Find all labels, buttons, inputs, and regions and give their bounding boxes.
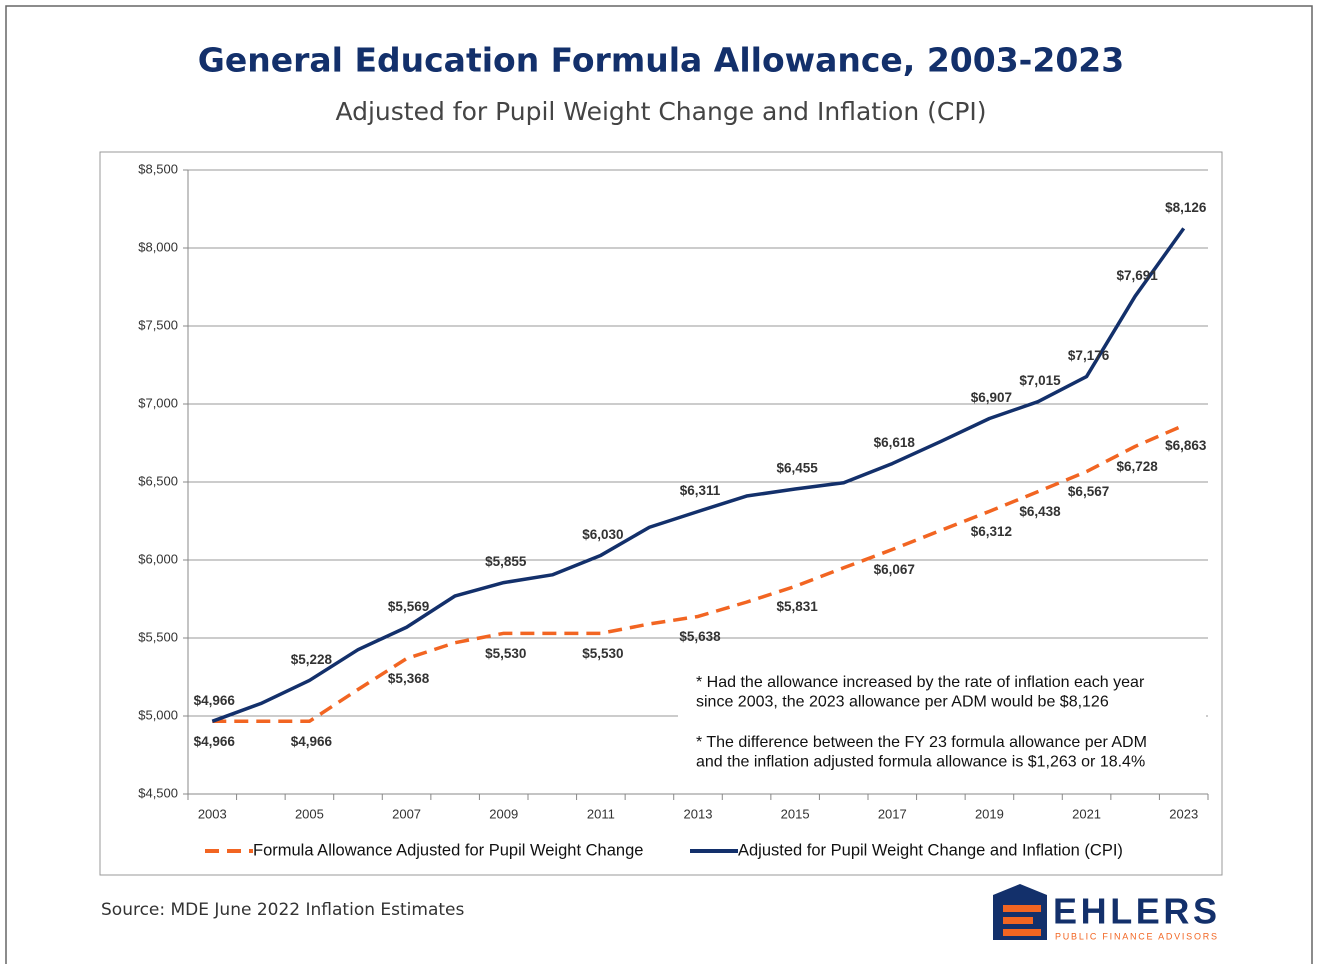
y-tick-label: $4,500 — [138, 785, 178, 800]
y-tick-label: $7,500 — [138, 317, 178, 332]
x-tick-label: 2021 — [1072, 806, 1101, 821]
y-tick-label: $6,500 — [138, 473, 178, 488]
value-label: $6,438 — [1019, 504, 1061, 519]
value-label: $6,728 — [1116, 459, 1158, 474]
legend-label: Formula Allowance Adjusted for Pupil Wei… — [253, 841, 643, 859]
logo-tagline: PUBLIC FINANCE ADVISORS — [1055, 931, 1217, 941]
value-label: $6,863 — [1165, 438, 1207, 453]
y-tick-label: $8,000 — [138, 239, 178, 254]
value-label: $7,015 — [1019, 373, 1061, 388]
annotation: and the inflation adjusted formula allow… — [696, 754, 1145, 771]
x-tick-label: 2003 — [198, 806, 227, 821]
chart-title: General Education Formula Allowance, 200… — [198, 41, 1124, 80]
x-tick-label: 2019 — [975, 806, 1004, 821]
chart-subtitle: Adjusted for Pupil Weight Change and Inf… — [335, 97, 986, 126]
value-label: $6,567 — [1068, 484, 1109, 499]
value-label: $6,618 — [874, 435, 916, 450]
y-tick-label: $5,000 — [138, 707, 178, 722]
series-line — [212, 423, 1185, 724]
value-label: $6,312 — [971, 524, 1012, 539]
annotation-background — [678, 664, 1206, 776]
logo-name: EHLERS — [1053, 891, 1217, 932]
x-tick-label: 2011 — [587, 806, 615, 821]
value-label: $4,966 — [194, 693, 236, 708]
value-label: $5,855 — [485, 554, 527, 569]
logo-bar — [1003, 905, 1041, 912]
logo-bar — [1003, 929, 1041, 936]
x-tick-label: 2015 — [781, 806, 810, 821]
value-label: $5,638 — [679, 629, 721, 644]
x-tick-label: 2013 — [684, 806, 713, 821]
value-label: $8,126 — [1165, 200, 1207, 215]
plot: $4,500 $5,000 $5,500 $6,000 $6,500 $7,000 $7,5… — [138, 161, 1209, 859]
y-tick-label: $5,500 — [138, 629, 178, 644]
logo: EHLERS PUBLIC FINANCE ADVISORS — [993, 884, 1217, 941]
annotation: since 2003, the 2023 allowance per ADM w… — [696, 694, 1109, 711]
series-line — [211, 227, 1186, 723]
x-tick-label: 2005 — [295, 806, 324, 821]
value-label: $5,831 — [776, 599, 818, 614]
value-label: $5,530 — [485, 646, 526, 661]
annotation: * The difference between the FY 23 formu… — [696, 734, 1147, 751]
value-label: $5,569 — [388, 599, 429, 614]
y-tick-label: $8,500 — [138, 161, 178, 176]
value-label: $5,228 — [291, 652, 333, 667]
x-tick-label: 2023 — [1169, 806, 1198, 821]
value-label: $7,176 — [1068, 348, 1110, 363]
value-label: $6,311 — [680, 483, 721, 498]
value-label: $4,966 — [194, 734, 236, 749]
x-tick-label: 2007 — [392, 806, 421, 821]
page-border — [5, 5, 1313, 964]
value-label: $6,067 — [874, 562, 915, 577]
x-tick-label: 2017 — [878, 806, 907, 821]
source: Source: MDE June 2022 Inflation Estimate… — [101, 900, 464, 920]
value-label: $6,907 — [971, 390, 1012, 405]
value-label: $5,368 — [388, 671, 430, 686]
legend-label: Adjusted for Pupil Weight Change and Inf… — [738, 841, 1123, 859]
value-label: $4,966 — [291, 734, 333, 749]
x-tick-label: 2009 — [489, 806, 518, 821]
annotation: * Had the allowance increased by the rat… — [696, 674, 1145, 691]
value-label: $7,691 — [1116, 268, 1158, 283]
value-label: $6,030 — [582, 527, 623, 542]
logo-bar — [1003, 917, 1033, 924]
value-label: $6,455 — [776, 461, 818, 476]
value-label: $5,530 — [582, 646, 623, 661]
y-tick-label: $6,000 — [138, 551, 178, 566]
y-tick-label: $7,000 — [138, 395, 178, 410]
